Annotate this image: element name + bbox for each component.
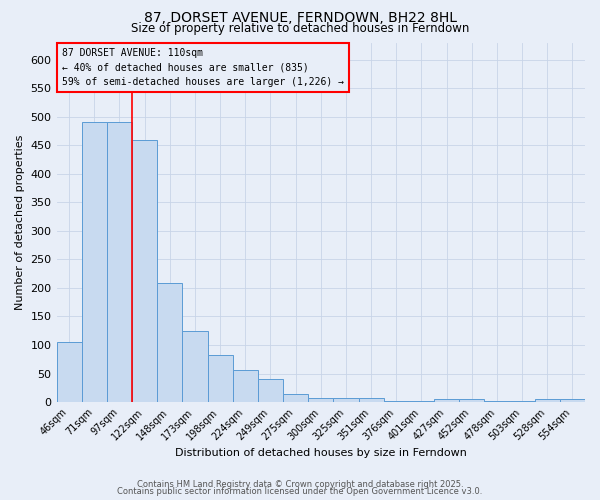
Text: Contains public sector information licensed under the Open Government Licence v3: Contains public sector information licen… [118,487,482,496]
Bar [308,398,334,402]
Bar [107,122,132,402]
Bar [132,140,157,402]
Bar [560,399,585,402]
Text: 87, DORSET AVENUE, FERNDOWN, BH22 8HL: 87, DORSET AVENUE, FERNDOWN, BH22 8HL [143,12,457,26]
Text: Contains HM Land Registry data © Crown copyright and database right 2025.: Contains HM Land Registry data © Crown c… [137,480,463,489]
Bar [283,394,308,402]
Bar [509,401,535,402]
Bar [258,380,283,402]
Bar [484,401,509,402]
Text: 87 DORSET AVENUE: 110sqm
← 40% of detached houses are smaller (835)
59% of semi-: 87 DORSET AVENUE: 110sqm ← 40% of detach… [62,48,344,88]
Bar [182,330,208,402]
Bar [535,399,560,402]
Bar [157,284,182,402]
Y-axis label: Number of detached properties: Number of detached properties [15,134,25,310]
Bar [334,398,359,402]
Bar [459,399,484,402]
Bar [208,354,233,402]
Bar [383,401,409,402]
Text: Size of property relative to detached houses in Ferndown: Size of property relative to detached ho… [131,22,469,35]
Bar [434,399,459,402]
Bar [233,370,258,402]
Bar [409,401,434,402]
X-axis label: Distribution of detached houses by size in Ferndown: Distribution of detached houses by size … [175,448,467,458]
Bar [56,342,82,402]
Bar [359,398,383,402]
Bar [82,122,107,402]
